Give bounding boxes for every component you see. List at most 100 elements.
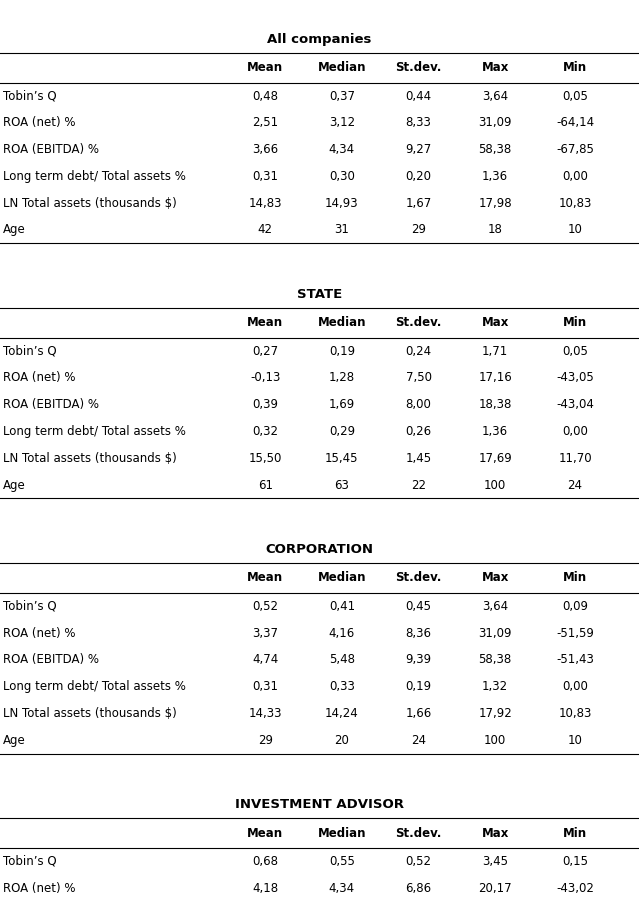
Text: Tobin’s Q: Tobin’s Q: [3, 90, 57, 103]
Text: Mean: Mean: [247, 316, 283, 330]
Text: Median: Median: [318, 316, 366, 330]
Text: 1,71: 1,71: [482, 345, 509, 358]
Text: 20,17: 20,17: [479, 882, 512, 894]
Text: 24: 24: [411, 734, 426, 746]
Text: LN Total assets (thousands $): LN Total assets (thousands $): [3, 197, 177, 210]
Text: CORPORATION: CORPORATION: [265, 543, 374, 556]
Text: Long term debt/ Total assets %: Long term debt/ Total assets %: [3, 425, 186, 438]
Text: 63: 63: [334, 479, 350, 491]
Text: 3,45: 3,45: [482, 855, 508, 868]
Text: 14,24: 14,24: [325, 707, 358, 720]
Text: 4,34: 4,34: [329, 882, 355, 894]
Text: ROA (net) %: ROA (net) %: [3, 116, 75, 129]
Text: -0,13: -0,13: [250, 371, 281, 384]
Text: 14,33: 14,33: [249, 707, 282, 720]
Text: Mean: Mean: [247, 826, 283, 840]
Text: 0,32: 0,32: [252, 425, 278, 438]
Text: ROA (EBITDA) %: ROA (EBITDA) %: [3, 654, 99, 666]
Text: Mean: Mean: [247, 571, 283, 585]
Text: 31: 31: [334, 223, 350, 236]
Text: 100: 100: [484, 734, 506, 746]
Text: ROA (net) %: ROA (net) %: [3, 371, 75, 384]
Text: LN Total assets (thousands $): LN Total assets (thousands $): [3, 452, 177, 465]
Text: St.dev.: St.dev.: [396, 316, 442, 330]
Text: 20: 20: [334, 734, 350, 746]
Text: 1,28: 1,28: [329, 371, 355, 384]
Text: 3,64: 3,64: [482, 600, 508, 613]
Text: 15,45: 15,45: [325, 452, 358, 465]
Text: 1,66: 1,66: [405, 707, 432, 720]
Text: 11,70: 11,70: [558, 452, 592, 465]
Text: 15,50: 15,50: [249, 452, 282, 465]
Text: 4,16: 4,16: [328, 627, 355, 639]
Text: 17,16: 17,16: [479, 371, 512, 384]
Text: Min: Min: [563, 61, 587, 74]
Text: 1,67: 1,67: [405, 197, 432, 210]
Text: St.dev.: St.dev.: [396, 826, 442, 840]
Text: 14,93: 14,93: [325, 197, 358, 210]
Text: 0,19: 0,19: [406, 680, 431, 693]
Text: St.dev.: St.dev.: [396, 571, 442, 585]
Text: 31,09: 31,09: [479, 627, 512, 639]
Text: 3,37: 3,37: [252, 627, 278, 639]
Text: 1,45: 1,45: [406, 452, 431, 465]
Text: 100: 100: [484, 479, 506, 491]
Text: 4,18: 4,18: [252, 882, 278, 894]
Text: 0,24: 0,24: [406, 345, 431, 358]
Text: 0,33: 0,33: [329, 680, 355, 693]
Text: -43,04: -43,04: [556, 399, 594, 411]
Text: 0,41: 0,41: [329, 600, 355, 613]
Text: Max: Max: [482, 826, 509, 840]
Text: 29: 29: [258, 734, 273, 746]
Text: 0,15: 0,15: [562, 855, 588, 868]
Text: 1,36: 1,36: [482, 425, 508, 438]
Text: 0,48: 0,48: [252, 90, 278, 103]
Text: Median: Median: [318, 826, 366, 840]
Text: 0,55: 0,55: [329, 855, 355, 868]
Text: 0,44: 0,44: [406, 90, 431, 103]
Text: 18: 18: [488, 223, 503, 236]
Text: -67,85: -67,85: [556, 143, 594, 156]
Text: 18,38: 18,38: [479, 399, 512, 411]
Text: 58,38: 58,38: [479, 143, 512, 156]
Text: Max: Max: [482, 571, 509, 585]
Text: 0,00: 0,00: [562, 680, 588, 693]
Text: 8,36: 8,36: [406, 627, 431, 639]
Text: 9,39: 9,39: [406, 654, 431, 666]
Text: -51,59: -51,59: [556, 627, 594, 639]
Text: Max: Max: [482, 61, 509, 74]
Text: 0,27: 0,27: [252, 345, 278, 358]
Text: ROA (EBITDA) %: ROA (EBITDA) %: [3, 399, 99, 411]
Text: 0,52: 0,52: [252, 600, 278, 613]
Text: Min: Min: [563, 316, 587, 330]
Text: 0,00: 0,00: [562, 425, 588, 438]
Text: -64,14: -64,14: [556, 116, 594, 129]
Text: 3,64: 3,64: [482, 90, 508, 103]
Text: 0,26: 0,26: [406, 425, 431, 438]
Text: -43,05: -43,05: [556, 371, 594, 384]
Text: Long term debt/ Total assets %: Long term debt/ Total assets %: [3, 680, 186, 693]
Text: 0,09: 0,09: [562, 600, 588, 613]
Text: Tobin’s Q: Tobin’s Q: [3, 345, 57, 358]
Text: 0,05: 0,05: [562, 90, 588, 103]
Text: 7,50: 7,50: [406, 371, 431, 384]
Text: 17,98: 17,98: [479, 197, 512, 210]
Text: 0,20: 0,20: [406, 170, 431, 183]
Text: Median: Median: [318, 61, 366, 74]
Text: Max: Max: [482, 316, 509, 330]
Text: 58,38: 58,38: [479, 654, 512, 666]
Text: 29: 29: [411, 223, 426, 236]
Text: Tobin’s Q: Tobin’s Q: [3, 600, 57, 613]
Text: Min: Min: [563, 571, 587, 585]
Text: STATE: STATE: [297, 288, 342, 301]
Text: 0,00: 0,00: [562, 170, 588, 183]
Text: 1,32: 1,32: [482, 680, 508, 693]
Text: 0,52: 0,52: [406, 855, 431, 868]
Text: Min: Min: [563, 826, 587, 840]
Text: 8,33: 8,33: [406, 116, 431, 129]
Text: 2,51: 2,51: [252, 116, 278, 129]
Text: 10: 10: [567, 223, 583, 236]
Text: 9,27: 9,27: [405, 143, 432, 156]
Text: ROA (net) %: ROA (net) %: [3, 627, 75, 639]
Text: 0,19: 0,19: [329, 345, 355, 358]
